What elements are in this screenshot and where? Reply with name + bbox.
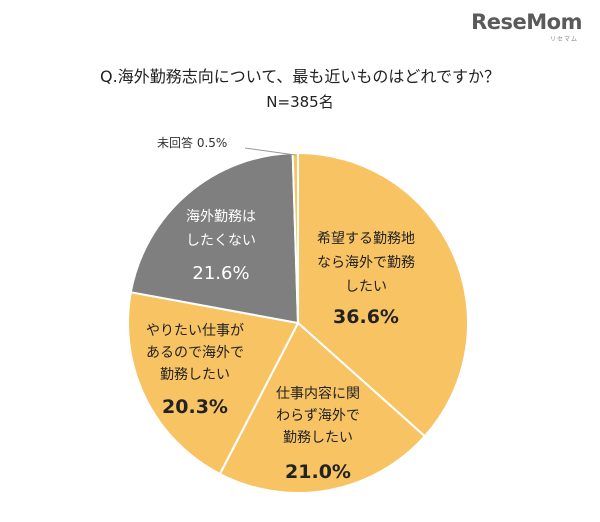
slice-value-2: 20.3%: [162, 396, 228, 418]
slice-label-3-line-0: 海外勤務は: [186, 209, 256, 225]
slice-label-1-line-0: 仕事内容に関: [276, 385, 360, 402]
chart-title: Q.海外勤務志向について、最も近いものはどれですか？: [100, 67, 500, 86]
slice-label-0-line-1: なら海外で勤務: [317, 255, 415, 271]
slice-label-0-line-0: 希望する勤務地: [317, 231, 415, 247]
slice-label-1-line-1: わらず海外で: [276, 408, 360, 424]
slice-value-3: 21.6%: [192, 263, 249, 284]
slice-label-3-line-1: したくない: [186, 233, 256, 249]
slice-value-0: 36.6%: [333, 306, 399, 328]
slice-label-1-line-2: 勤務したい: [283, 430, 353, 446]
resemom-logo-kana: リセマム: [549, 36, 578, 43]
chart-subtitle: N=385名: [266, 93, 334, 111]
slice-label-2-line-2: 勤務したい: [160, 367, 230, 383]
outside-label-4: 未回答 0.5%: [157, 135, 227, 150]
leader-line-4: [244, 147, 296, 156]
pie-slice-3: [129, 152, 300, 325]
slice-label-0-line-2: したい: [345, 279, 387, 295]
slice-label-2-line-1: あるので海外で: [146, 345, 244, 361]
pie-slice-0: [297, 151, 469, 438]
pie-slice-1: [218, 321, 427, 494]
resemom-logo: ReseMom: [471, 10, 582, 34]
slice-label-2-line-0: やりたい仕事が: [146, 323, 244, 339]
pie-slice-2: [127, 291, 300, 476]
slice-value-1: 21.0%: [285, 461, 351, 483]
pie-slice-4: [291, 151, 299, 324]
